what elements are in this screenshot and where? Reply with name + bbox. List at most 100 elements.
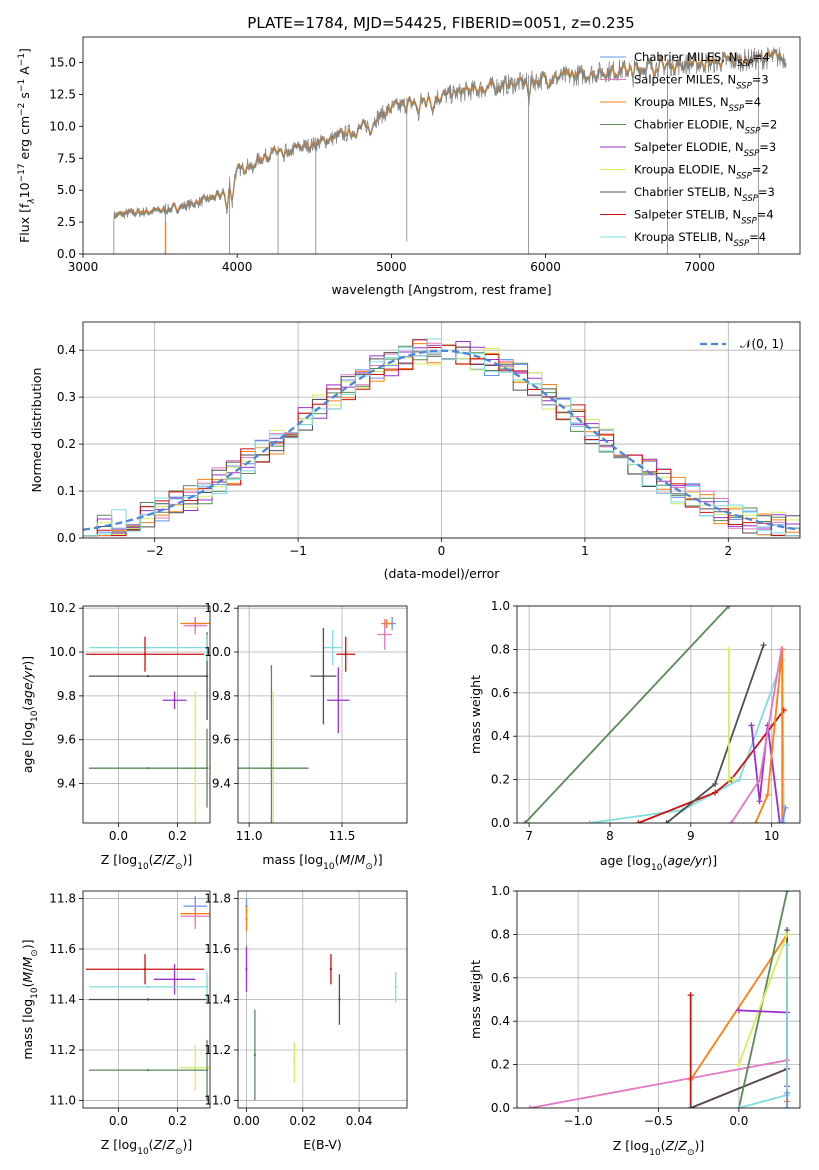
data-point — [205, 767, 209, 770]
y-tick-label: 0.0 — [57, 247, 76, 261]
y-tick-label: 11.0 — [204, 1093, 231, 1107]
x-axis-label: mass [log10(M/M⊙)] — [262, 852, 382, 872]
label-part: ( — [335, 852, 340, 867]
label-part: =4 — [757, 208, 774, 222]
label-part: =3 — [759, 140, 776, 154]
x-tick-label: 0.2 — [168, 829, 187, 843]
data-point — [383, 633, 386, 636]
plot-area — [238, 616, 396, 823]
legend-label: Kroupa STELIB, NSSP=4 — [634, 230, 766, 249]
label-part: Chabrier MILES, N — [634, 50, 737, 64]
label-part: Z — [153, 1137, 163, 1152]
y-tick-label: 0.4 — [57, 343, 76, 357]
label-part: Z [log — [101, 1137, 137, 1152]
axes-frame — [82, 605, 211, 824]
data-point — [270, 767, 273, 770]
plot-area — [83, 338, 800, 538]
axes-frame — [82, 321, 801, 539]
y-tick-label: 10.0 — [49, 119, 76, 133]
plot-area — [245, 898, 397, 1101]
data-point — [146, 767, 150, 770]
y-tick-label: 9.6 — [57, 733, 76, 747]
label-part: / — [674, 1138, 679, 1153]
data-point — [194, 624, 197, 627]
x-tick-label: 8 — [606, 829, 614, 843]
axes-frame — [82, 890, 211, 1109]
grid-lines — [517, 890, 800, 1109]
data-point — [146, 998, 150, 1001]
y-tick-label: 15.0 — [49, 56, 76, 70]
data-point — [205, 985, 209, 989]
legend-label: Salpeter MILES, NSSP=3 — [634, 73, 769, 92]
spectrum-panel: 3000 4000 5000 6000 7000 0.0 2.5 5.0 7.5 10.0 12.5… — [17, 36, 801, 297]
label-part: / — [350, 852, 355, 867]
subscript: SSP — [734, 239, 750, 249]
label-part: =2 — [752, 163, 769, 177]
label-part: age [log — [20, 722, 35, 773]
data-point — [329, 968, 333, 971]
label-part: )] — [182, 1137, 192, 1152]
label-part: age/yr — [667, 853, 708, 868]
label-part: Z — [165, 1137, 175, 1152]
series-marker — [756, 776, 763, 783]
label-part: Z — [153, 852, 163, 867]
y-tick-label: 11.8 — [204, 892, 231, 906]
data-point — [394, 985, 397, 989]
x-tick-label: 11.0 — [236, 829, 263, 843]
y-tick-label: 9.4 — [212, 777, 231, 791]
y-tick-label: 11.2 — [49, 1043, 76, 1057]
data-point — [146, 646, 150, 649]
subscript: SSP — [736, 82, 752, 92]
label-part: Kroupa ELODIE, N — [634, 163, 736, 177]
x-tick-label: −1 — [289, 544, 307, 558]
y-tick-label: 9.4 — [57, 777, 76, 791]
y-tick-label: 1.0 — [491, 599, 510, 613]
x-tick-label: 0.00 — [233, 1114, 260, 1128]
series-marker — [760, 642, 767, 649]
y-tick-label: 10.0 — [204, 645, 231, 659]
data-point — [385, 622, 388, 625]
legend-label: Kroupa MILES, NSSP=4 — [634, 95, 761, 114]
series-marker — [784, 931, 791, 938]
label-part: =4 — [749, 230, 766, 244]
x-axis-label: age [log10(age/yr)] — [600, 853, 717, 873]
massweight-vs-metallicity-panel: −1.0 −0.5 0.0 0.0 0.2 0.4 0.6 0.8 1.0 mass weight… — [468, 884, 801, 1158]
label-part: Z — [665, 1138, 675, 1153]
data-point — [173, 699, 176, 702]
label-part: ( — [20, 983, 35, 988]
label-part: =4 — [744, 95, 761, 109]
data-point — [337, 699, 340, 702]
plot-area — [522, 606, 789, 823]
label-part: ( — [661, 1138, 666, 1153]
y-tick-label: 11.0 — [49, 1093, 76, 1107]
series-marker — [779, 820, 786, 823]
series-line — [529, 1059, 788, 1108]
data-point — [245, 917, 248, 920]
y-tick-label: 0.8 — [491, 927, 510, 941]
residuals-panel: −2 −1 0 1 2 0.0 0.1 0.2 0.3 0.4 Normed distributio… — [29, 321, 801, 581]
label-part: ] — [17, 48, 32, 53]
series-marker — [725, 606, 732, 609]
series-marker — [776, 820, 783, 823]
x-tick-label: 0 — [438, 544, 446, 558]
label-part: )] — [20, 939, 35, 949]
subscript: 10 — [30, 710, 40, 722]
plot-area — [113, 47, 787, 254]
label-part: =3 — [752, 73, 769, 87]
y-tick-label: 11.4 — [49, 993, 76, 1007]
series-marker — [780, 820, 787, 823]
label-part: =2 — [760, 118, 777, 132]
residual-histogram — [83, 338, 800, 538]
y-tick-label: 10.2 — [204, 601, 231, 615]
label-part: =3 — [758, 185, 775, 199]
label-part: mass [log — [262, 852, 323, 867]
series-marker — [784, 1089, 791, 1096]
label-part: )] — [182, 852, 192, 867]
label-part: Salpeter STELIB, N — [634, 208, 741, 222]
label-part: Kroupa STELIB, N — [634, 230, 734, 244]
data-point — [205, 1068, 209, 1072]
x-axis-label: wavelength [Angstrom, rest frame] — [331, 282, 551, 297]
data-point — [205, 674, 209, 678]
y-tick-label: 0.0 — [57, 531, 76, 545]
